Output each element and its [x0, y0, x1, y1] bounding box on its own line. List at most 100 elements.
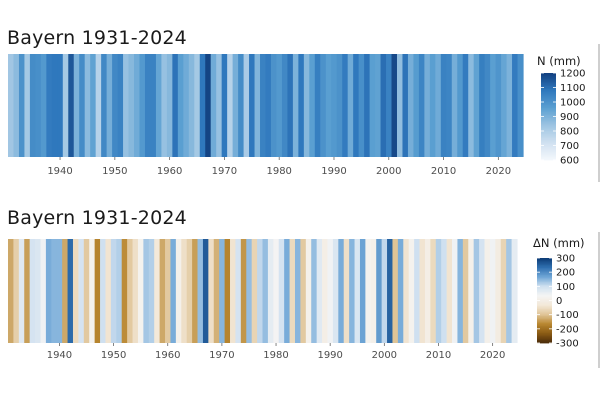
stripe-1940: [57, 54, 64, 157]
stripe-1988: [320, 54, 327, 157]
stripe-2002: [392, 239, 399, 343]
stripe-1968: [208, 239, 215, 343]
legend-color-band: [541, 94, 556, 97]
stripe-2018: [479, 239, 486, 343]
stripe-1986: [305, 239, 312, 343]
stripe-1977: [257, 239, 264, 343]
stripes-top: [8, 54, 524, 157]
stripe-1940: [56, 239, 63, 343]
stripe-2015: [468, 54, 475, 157]
legend-color-band: [537, 296, 552, 299]
stripe-1978: [262, 239, 269, 343]
legend-color-band: [537, 331, 552, 334]
stripe-1993: [343, 239, 350, 343]
legend-color-band: [541, 144, 556, 146]
x-tick-label: 2000: [372, 350, 397, 361]
stripe-1952: [123, 54, 130, 157]
legend-color-band: [541, 151, 556, 154]
stripe-2016: [468, 239, 475, 343]
legend-color-band: [541, 135, 556, 138]
stripe-1982: [287, 54, 294, 157]
stripe-1938: [46, 54, 53, 157]
legend-color-band: [541, 158, 556, 161]
x-tick-label: 1970: [209, 350, 234, 361]
legend-color-band: [541, 126, 556, 129]
stripe-1989: [325, 54, 332, 157]
legend-color-band: [537, 341, 552, 344]
legend-tick-label: 1200: [560, 69, 585, 80]
legend-color-band: [537, 265, 552, 267]
stripe-1998: [370, 239, 377, 343]
stripe-1939: [51, 54, 58, 157]
stripe-2004: [407, 54, 415, 157]
stripe-1959: [159, 239, 166, 343]
stripe-1937: [40, 54, 47, 157]
stripe-2024: [511, 239, 518, 343]
stripe-1946: [89, 239, 96, 343]
stripe-1996: [359, 239, 366, 343]
stripe-1989: [322, 239, 329, 343]
stripe-1994: [349, 239, 356, 343]
stripe-1984: [298, 54, 305, 157]
legend-color-band: [541, 157, 556, 159]
stripe-2017: [473, 239, 480, 343]
legend-color-band: [541, 139, 556, 142]
stripe-1950: [112, 54, 119, 157]
stripe-2007: [419, 239, 426, 343]
stripe-1948: [100, 239, 107, 343]
legend-tick-label: -200: [556, 324, 579, 335]
stripe-1962: [175, 239, 182, 343]
stripe-1936: [35, 54, 42, 157]
legend-color-band: [537, 276, 552, 279]
stripe-1999: [376, 239, 383, 343]
legend-color-band: [537, 338, 552, 341]
stripe-1961: [172, 54, 179, 157]
legend-color-band: [537, 299, 552, 301]
stripe-1981: [278, 239, 285, 343]
stripe-2001: [387, 239, 394, 343]
stripe-2012: [446, 239, 453, 343]
legend-color-band: [537, 314, 552, 317]
stripe-1991: [336, 54, 343, 157]
stripe-1980: [276, 54, 283, 157]
stripe-1941: [62, 54, 69, 157]
page-edge-bottom: [598, 232, 600, 368]
stripe-1965: [192, 239, 199, 343]
legend-color-band: [537, 282, 552, 284]
stripe-1983: [292, 54, 299, 157]
stripe-2019: [484, 239, 491, 343]
stripe-1958: [154, 239, 161, 343]
stripe-1955: [137, 239, 144, 343]
legend-color-band: [541, 131, 556, 133]
stripe-1947: [95, 54, 102, 157]
stripe-1993: [347, 54, 354, 157]
stripe-1970: [221, 54, 228, 157]
legend-color-band: [537, 283, 552, 286]
legend-color-band: [537, 334, 552, 337]
legend-color-band: [537, 326, 552, 328]
legend-color-band: [537, 294, 552, 297]
legend-color-band: [541, 116, 556, 119]
stripe-2002: [396, 54, 404, 157]
legend-color-band: [537, 259, 552, 262]
stripe-1975: [246, 239, 253, 343]
legend-tick-label: 1100: [560, 83, 585, 94]
stripe-1947: [94, 239, 101, 343]
legend-color-band: [541, 93, 556, 96]
legend-color-band: [541, 141, 556, 143]
stripe-1976: [254, 54, 261, 157]
stripe-2013: [452, 239, 459, 343]
stripe-1980: [273, 239, 280, 343]
legend-color-band: [537, 300, 552, 303]
x-tick-label: 1960: [155, 350, 180, 361]
legend-color-band: [541, 107, 556, 110]
legend-tick-label: 800: [560, 127, 579, 138]
legend-color-band: [541, 83, 556, 85]
legend-color-band: [541, 154, 556, 157]
stripe-1934: [24, 239, 31, 343]
stripe-1952: [121, 239, 128, 343]
stripe-2008: [424, 239, 431, 343]
legend-color-band: [537, 286, 552, 289]
legend-color-band: [537, 280, 552, 283]
